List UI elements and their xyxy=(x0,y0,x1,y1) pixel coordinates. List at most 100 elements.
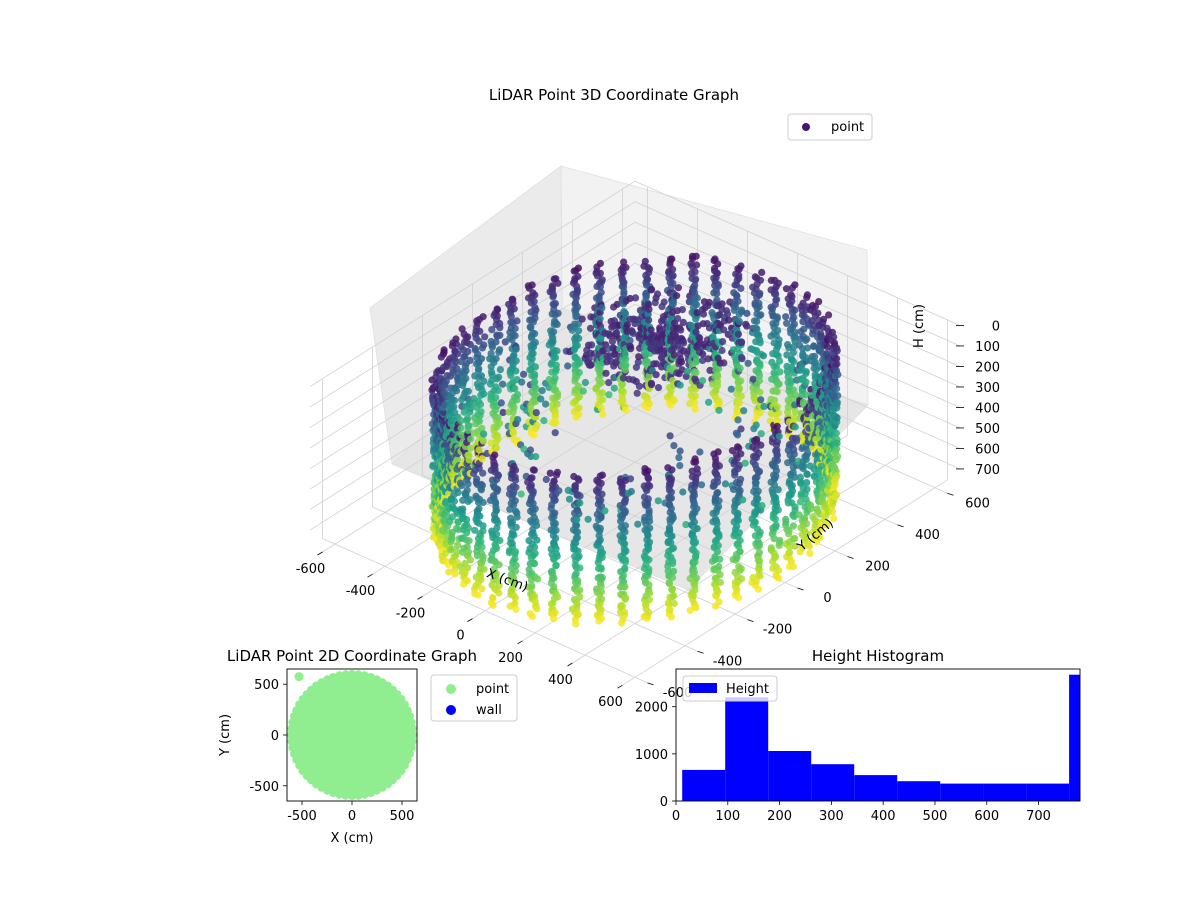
scatter-point-3d xyxy=(686,606,694,615)
scatter-point-3d xyxy=(605,391,613,399)
scatter-point-3d xyxy=(575,510,583,518)
scatter-point-3d xyxy=(715,399,723,407)
scatter-point-3d xyxy=(527,481,535,489)
scatter-point-3d xyxy=(737,450,745,458)
scatter-point-3d xyxy=(776,536,784,544)
scatter-point-3d xyxy=(789,522,798,530)
scatter-point-3d xyxy=(597,588,606,596)
scatter-point-3d xyxy=(508,539,516,548)
scatter-point-3d xyxy=(725,316,733,324)
scatter-point-3d xyxy=(669,591,678,600)
scatter-point-3d xyxy=(494,472,502,480)
scatter-point-3d xyxy=(492,544,501,553)
scatter-point-3d xyxy=(478,455,486,463)
scatter-point-3d xyxy=(692,604,700,612)
scatter-point-3d xyxy=(551,609,559,617)
scatter-point-3d xyxy=(690,491,699,499)
grid-line-y xyxy=(522,252,848,557)
scatter-point-3d xyxy=(833,472,841,480)
scatter-point-3d xyxy=(537,395,545,403)
scatter-point-2d-outlier xyxy=(294,672,304,682)
scatter-point-3d xyxy=(757,396,765,404)
scatter-point-3d xyxy=(692,458,700,466)
scatter-point-3d xyxy=(804,449,812,457)
scatter-point-3d xyxy=(622,263,630,272)
scatter-point-3d xyxy=(513,513,521,521)
scatter-point-3d xyxy=(462,367,470,375)
scatter-point-3d xyxy=(666,432,674,440)
y-tick-label-2d: 0 xyxy=(271,729,279,744)
scatter-point-3d xyxy=(465,537,473,545)
scatter-point-3d xyxy=(576,593,584,601)
scatter-point-3d xyxy=(532,453,540,461)
scatter-point-3d xyxy=(457,424,465,432)
scatter-point-3d xyxy=(601,507,609,515)
x-tick-label-3d: -600 xyxy=(296,562,326,577)
scatter-point-3d xyxy=(692,328,700,336)
scatter-point-3d xyxy=(597,512,605,520)
scatter-point-3d xyxy=(605,379,613,387)
scatter-point-3d xyxy=(513,317,521,325)
scatter-point-3d xyxy=(622,406,630,414)
scatter-point-3d xyxy=(759,352,768,360)
scatter-point-3d xyxy=(735,274,743,282)
scatter-point-3d xyxy=(496,324,504,332)
scatter-point-3d xyxy=(528,281,536,289)
scatter-point-3d xyxy=(548,285,557,293)
scatter-point-3d xyxy=(645,556,653,564)
scatter-point-3d xyxy=(620,258,628,266)
scatter-point-3d xyxy=(627,345,635,353)
scatter-point-3d xyxy=(554,593,562,601)
scatter-point-3d xyxy=(714,473,722,481)
scatter-point-3d xyxy=(596,259,605,267)
scatter-point-3d xyxy=(529,499,537,507)
scatter-point-3d xyxy=(743,309,751,317)
scatter-point-3d xyxy=(735,399,744,407)
scatter-point-3d xyxy=(665,580,674,588)
scatter-point-3d xyxy=(574,303,582,311)
scatter-point-3d xyxy=(622,547,630,555)
scatter-point-3d xyxy=(789,358,798,366)
grid-line-h xyxy=(309,303,961,510)
scatter-point-3d xyxy=(727,385,735,393)
y-axis-label-2d: Y (cm) xyxy=(218,714,233,757)
scatter-point-3d xyxy=(791,423,799,431)
scatter-point-3d xyxy=(552,545,560,553)
scatter-point-3d xyxy=(633,389,641,397)
legend-3d-label-point: point xyxy=(831,120,864,135)
scatter-point-3d xyxy=(454,455,462,463)
scatter-point-3d xyxy=(608,337,617,345)
scatter-point-3d xyxy=(495,373,503,381)
scatter-point-3d xyxy=(772,521,780,529)
scatter-point-3d xyxy=(531,314,539,322)
scatter-point-3d xyxy=(644,495,652,503)
scatter-point-3d xyxy=(573,601,581,609)
scatter-point-3d xyxy=(551,374,559,382)
scatter-point-3d xyxy=(705,298,713,306)
scatter-point-3d xyxy=(774,506,782,514)
scatter-point-3d xyxy=(598,549,607,557)
chart-3d-title: LiDAR Point 3D Coordinate Graph xyxy=(489,86,739,104)
scatter-point-3d xyxy=(791,408,799,416)
scatter-point-3d xyxy=(755,549,764,557)
scatter-point-3d xyxy=(736,548,744,556)
scatter-point-3d xyxy=(511,599,519,608)
scatter-point-3d xyxy=(552,526,560,534)
scatter-point-3d xyxy=(479,437,488,445)
scatter-point-3d xyxy=(550,574,558,582)
scatter-point-3d xyxy=(669,567,678,575)
scatter-point-3d xyxy=(531,378,539,386)
scatter-point-3d xyxy=(669,514,677,522)
scatter-point-3d xyxy=(576,586,584,594)
scatter-point-3d xyxy=(574,382,583,391)
scatter-point-3d xyxy=(833,360,841,368)
scatter-point-3d xyxy=(462,374,470,382)
scatter-point-3d xyxy=(464,524,473,532)
scatter-point-3d xyxy=(463,516,471,524)
scatter-point-3d xyxy=(477,538,485,546)
scatter-point-3d xyxy=(553,400,561,408)
scatter-point-3d xyxy=(699,310,708,318)
legend-2d-label-wall: wall xyxy=(476,703,502,718)
scatter-point-3d xyxy=(758,268,766,276)
scatter-point-3d xyxy=(774,486,782,494)
